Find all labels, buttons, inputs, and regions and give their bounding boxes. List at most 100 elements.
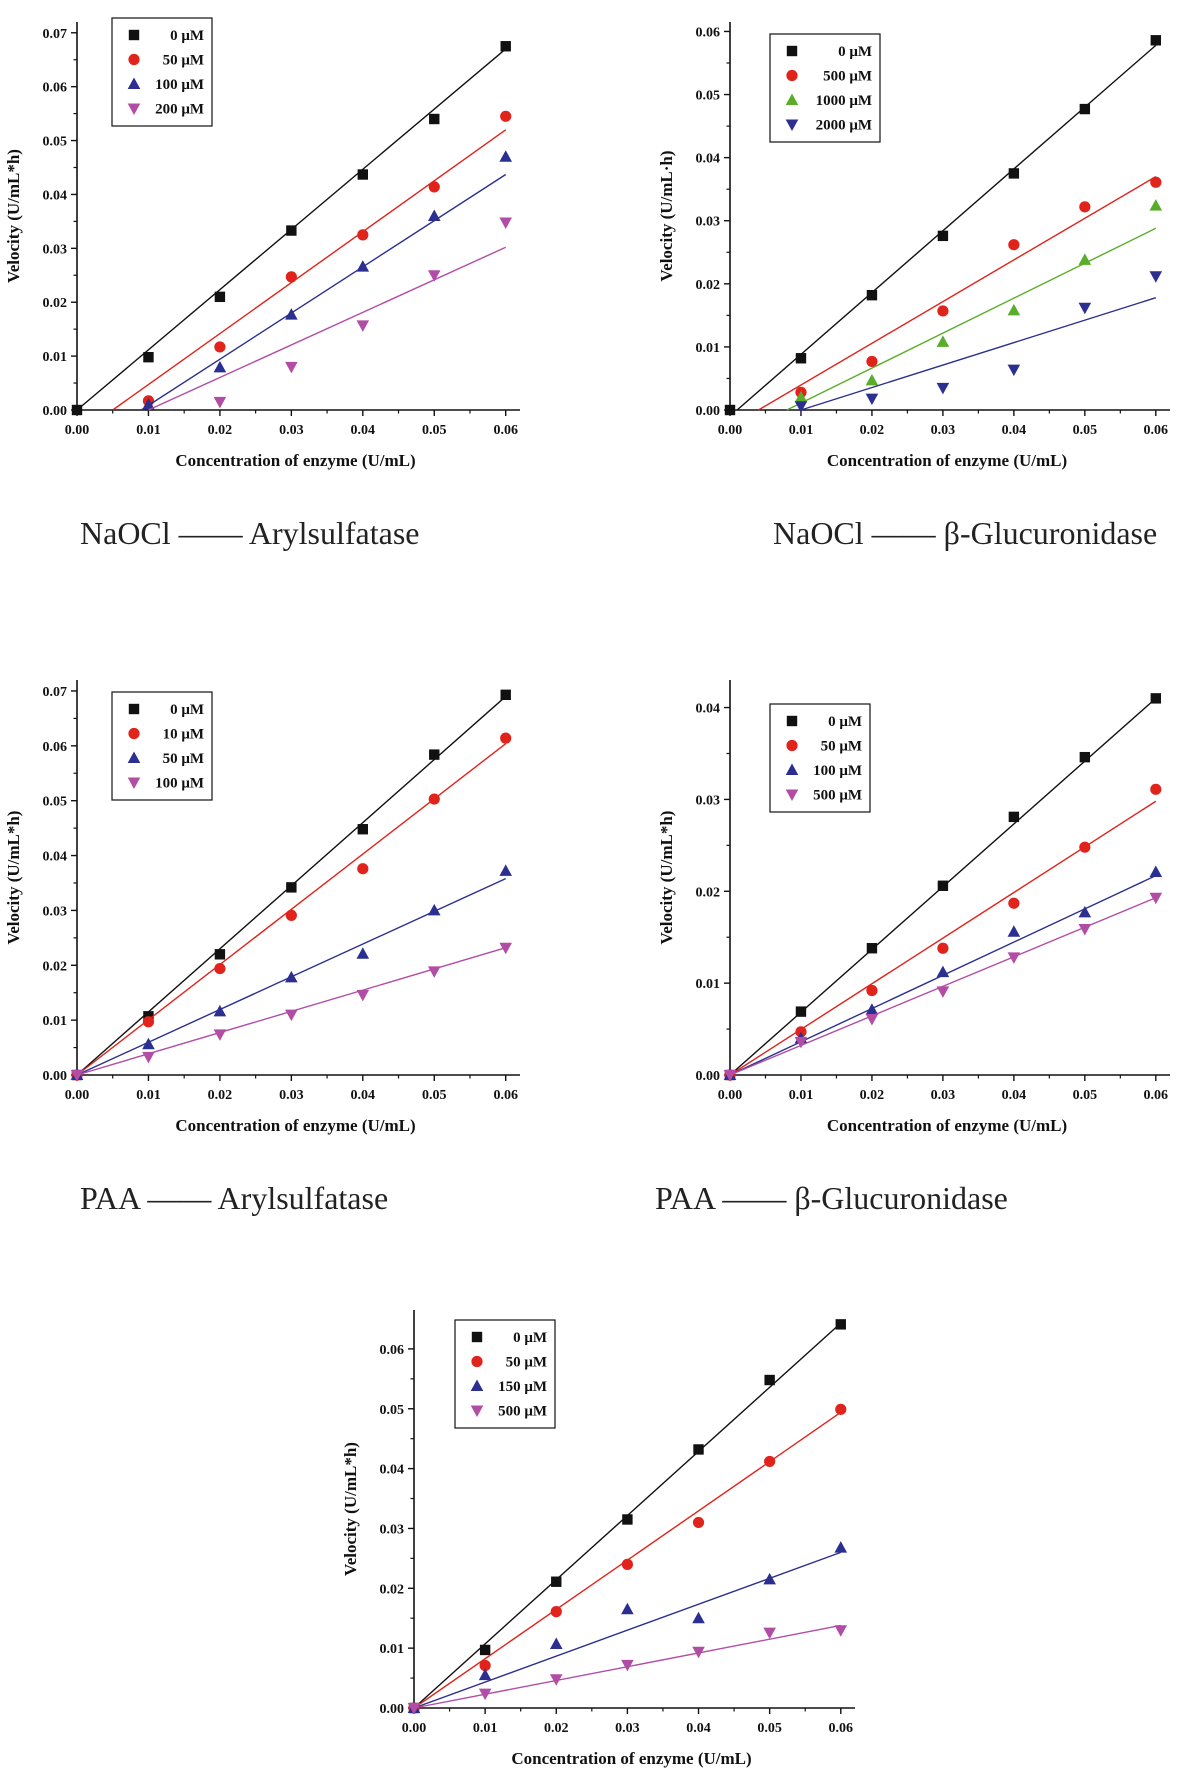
data-point xyxy=(692,1611,705,1624)
data-point xyxy=(143,351,154,363)
data-point xyxy=(1007,952,1021,964)
series-1 xyxy=(71,41,511,416)
chart-2: 0.00 0.01 0.02 0.03 0.04 0.05 0.06 0.00 0.01 0.02… xyxy=(657,22,1170,470)
data-point xyxy=(865,393,879,406)
x-tick-label: 0.00 xyxy=(65,423,90,438)
data-point xyxy=(724,404,736,416)
y-tick-label: 0.03 xyxy=(696,215,721,230)
data-point xyxy=(835,1319,846,1330)
x-tick-label: 0.01 xyxy=(136,423,161,438)
data-point xyxy=(622,1514,633,1525)
x-tick-label: 0.05 xyxy=(422,423,447,438)
legend-marker xyxy=(128,29,140,41)
data-point xyxy=(285,1009,298,1022)
x-tick-label: 0.05 xyxy=(757,1721,782,1736)
data-point xyxy=(763,1627,776,1640)
y-tick-label: 0.05 xyxy=(380,1403,405,1418)
y-axis-title: Velocity (U/mL*h) xyxy=(341,1442,360,1576)
data-point xyxy=(865,1013,879,1026)
data-point xyxy=(693,1444,704,1455)
legend-marker xyxy=(127,77,141,89)
series-3 xyxy=(786,199,1163,411)
data-point xyxy=(142,1037,155,1050)
data-point xyxy=(1149,865,1163,877)
legend-marker xyxy=(786,715,798,727)
data-point xyxy=(794,401,808,413)
data-point xyxy=(1078,253,1092,265)
data-point xyxy=(142,398,155,410)
data-point xyxy=(834,1625,848,1637)
data-point xyxy=(478,1688,492,1701)
data-point xyxy=(427,270,441,282)
y-tick-label: 0.02 xyxy=(380,1582,405,1597)
y-tick-label: 0.03 xyxy=(43,242,68,257)
data-point xyxy=(1007,925,1021,937)
data-point xyxy=(1008,239,1020,251)
x-tick-label: 0.04 xyxy=(351,1088,376,1103)
data-point xyxy=(1079,751,1091,763)
panel-1-caption: NaOCl —— Arylsulfatase xyxy=(80,515,420,551)
y-tick-label: 0.03 xyxy=(696,793,721,808)
fit-line xyxy=(112,129,507,411)
data-point xyxy=(213,360,227,373)
data-point xyxy=(692,1646,705,1659)
series-2 xyxy=(724,783,1162,1081)
fit-line xyxy=(786,227,1157,411)
x-tick-label: 0.02 xyxy=(544,1721,569,1736)
x-tick-label: 0.03 xyxy=(279,1088,304,1103)
data-point xyxy=(865,1003,879,1015)
y-tick-label: 0.04 xyxy=(696,702,721,717)
legend-label: 100 μM xyxy=(813,763,862,779)
y-tick-label: 0.00 xyxy=(696,404,721,419)
data-point xyxy=(1078,302,1092,315)
legend-marker xyxy=(128,703,140,715)
y-tick-label: 0.00 xyxy=(696,1069,721,1084)
data-point xyxy=(1150,783,1162,795)
series-4 xyxy=(723,892,1163,1082)
legend-box xyxy=(111,17,213,127)
legend-label: 500 μM xyxy=(498,1404,547,1420)
legend: 0 μM 50 μM 100 μM 500 μM xyxy=(769,703,871,813)
data-point xyxy=(834,1541,848,1553)
chart-5: 0.00 0.01 0.02 0.03 0.04 0.05 0.06 0.00 0.01 0.02… xyxy=(341,1310,855,1768)
data-point xyxy=(427,966,441,978)
legend-marker xyxy=(128,727,140,740)
x-axis-title: Concentration of enzyme (U/mL) xyxy=(827,451,1067,470)
data-point xyxy=(478,1668,492,1681)
data-point xyxy=(1079,841,1091,853)
x-tick-label: 0.05 xyxy=(1073,1088,1098,1103)
data-point xyxy=(70,1070,84,1082)
y-tick-label: 0.06 xyxy=(43,740,68,755)
x-axis-title: Concentration of enzyme (U/mL) xyxy=(175,451,415,470)
x-tick-label: 0.00 xyxy=(65,1088,90,1103)
data-point xyxy=(286,225,297,236)
legend-marker xyxy=(127,751,141,763)
data-point xyxy=(1078,905,1092,918)
data-point xyxy=(1007,364,1021,377)
x-tick-label: 0.01 xyxy=(789,1088,814,1103)
data-point xyxy=(866,289,878,301)
x-tick-label: 0.02 xyxy=(860,1088,885,1103)
y-tick-label: 0.07 xyxy=(43,685,68,700)
x-tick-label: 0.00 xyxy=(718,1088,743,1103)
data-point xyxy=(285,970,298,983)
y-tick-label: 0.04 xyxy=(380,1463,405,1478)
x-tick-label: 0.06 xyxy=(493,1088,518,1103)
data-point xyxy=(550,1606,562,1618)
data-point xyxy=(794,390,808,403)
data-point xyxy=(763,1572,776,1585)
series-4 xyxy=(407,1624,848,1715)
y-tick-label: 0.06 xyxy=(43,81,68,96)
data-point xyxy=(551,1576,562,1587)
series-3 xyxy=(140,150,513,411)
series-4 xyxy=(148,217,513,411)
data-point xyxy=(500,689,511,701)
data-point xyxy=(764,1455,776,1468)
legend-label: 100 μM xyxy=(155,776,204,792)
legend-marker xyxy=(785,119,799,131)
data-point xyxy=(285,909,297,921)
data-point xyxy=(71,404,83,416)
legend-label: 0 μM xyxy=(838,44,872,60)
